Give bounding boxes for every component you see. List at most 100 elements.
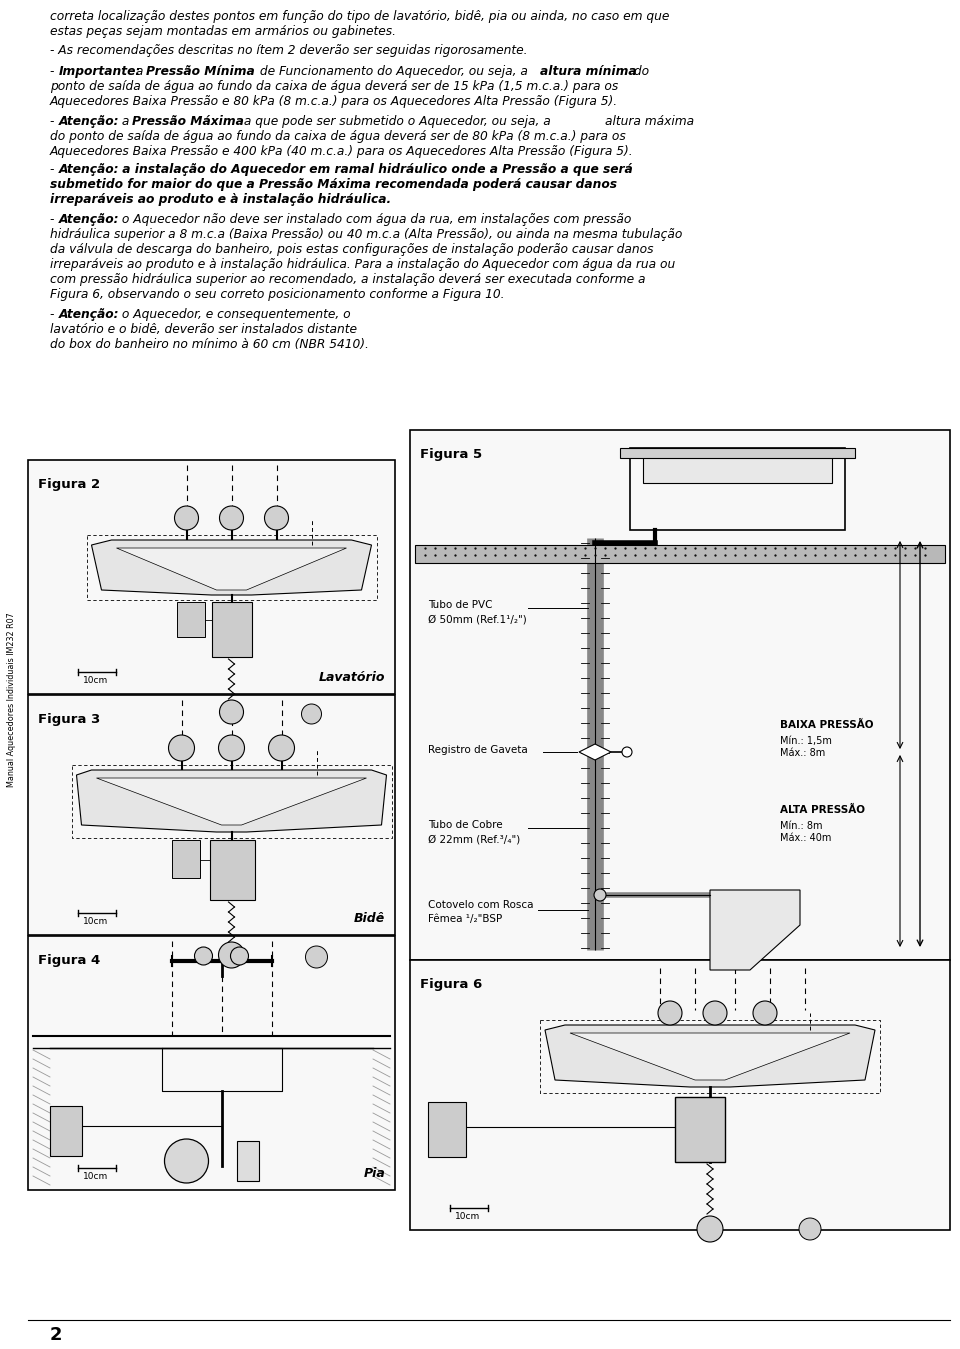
Text: irreparáveis ao produto e à instalação hidráulica.: irreparáveis ao produto e à instalação h… — [50, 193, 391, 206]
Text: irreparáveis ao produto e à instalação hidráulica. Para a instalação do Aquecedo: irreparáveis ao produto e à instalação h… — [50, 258, 675, 271]
Polygon shape — [91, 540, 372, 595]
Polygon shape — [545, 1025, 875, 1087]
Circle shape — [594, 889, 606, 901]
Text: Máx.: 8m: Máx.: 8m — [780, 747, 826, 758]
Text: Pressão Máxima: Pressão Máxima — [132, 115, 244, 128]
Text: Tubo de PVC: Tubo de PVC — [428, 600, 492, 610]
Text: de Funcionamento do Aquecedor, ou seja, a: de Funcionamento do Aquecedor, ou seja, … — [256, 65, 532, 78]
Text: -: - — [50, 65, 59, 78]
Text: Aquecedores Baixa Pressão e 400 kPa (40 m.c.a.) para os Aquecedores Alta Pressão: Aquecedores Baixa Pressão e 400 kPa (40 … — [50, 144, 634, 158]
Text: Figura 4: Figura 4 — [38, 954, 100, 967]
Circle shape — [269, 735, 295, 761]
Text: Figura 2: Figura 2 — [38, 478, 100, 491]
Polygon shape — [570, 1033, 850, 1081]
Circle shape — [697, 1215, 723, 1242]
Circle shape — [195, 947, 212, 965]
Text: hidráulica superior a 8 m.c.a (Baixa Pressão) ou 40 m.c.a (Alta Pressão), ou ain: hidráulica superior a 8 m.c.a (Baixa Pre… — [50, 228, 683, 241]
Text: correta localização destes pontos em função do tipo de lavatório, bidê, pia ou a: correta localização destes pontos em fun… — [50, 9, 669, 23]
Text: -: - — [50, 213, 59, 227]
Text: Figura 5: Figura 5 — [420, 448, 482, 461]
Polygon shape — [579, 745, 611, 759]
Text: Importante:: Importante: — [59, 65, 141, 78]
Circle shape — [753, 1001, 777, 1025]
Bar — [415, 545, 945, 563]
Text: Manual Aquecedores Individuais IM232 R07: Manual Aquecedores Individuais IM232 R07 — [8, 612, 16, 788]
Text: Lavatório: Lavatório — [319, 670, 385, 684]
Text: altura máxima: altura máxima — [605, 115, 694, 128]
Text: ponto de saída de água ao fundo da caixa de água deverá ser de 15 kPa (1,5 m.c.a: ponto de saída de água ao fundo da caixa… — [50, 80, 618, 93]
Text: do box do banheiro no mínimo à 60 cm (NBR 5410).: do box do banheiro no mínimo à 60 cm (NB… — [50, 339, 369, 351]
Circle shape — [219, 735, 245, 761]
Text: Figura 6, observando o seu correto posicionamento conforme a Figura 10.: Figura 6, observando o seu correto posic… — [50, 287, 505, 301]
Text: -: - — [50, 115, 59, 128]
Bar — [643, 448, 832, 483]
Text: Atenção:: Atenção: — [59, 213, 119, 227]
Text: 10cm: 10cm — [455, 1211, 480, 1221]
Text: 2: 2 — [50, 1326, 62, 1344]
Bar — [410, 960, 950, 1230]
Text: Máx.: 40m: Máx.: 40m — [780, 832, 831, 843]
Circle shape — [799, 1218, 821, 1240]
Text: lavatório e o bidê, deverão ser instalados distante: lavatório e o bidê, deverão ser instalad… — [50, 322, 357, 336]
Bar — [410, 430, 950, 960]
Polygon shape — [116, 548, 347, 590]
Circle shape — [230, 947, 249, 965]
Text: Ø 22mm (Ref.³/₄"): Ø 22mm (Ref.³/₄") — [428, 834, 520, 844]
Polygon shape — [97, 778, 367, 826]
Bar — [211, 602, 252, 657]
Bar — [50, 1106, 82, 1156]
Text: Ø 50mm (Ref.1¹/₂"): Ø 50mm (Ref.1¹/₂") — [428, 614, 527, 625]
Text: a que pode ser submetido o Aquecedor, ou seja, a: a que pode ser submetido o Aquecedor, ou… — [240, 115, 555, 128]
Text: 10cm: 10cm — [83, 676, 108, 685]
Text: 10cm: 10cm — [83, 1172, 108, 1180]
Circle shape — [169, 735, 195, 761]
Circle shape — [219, 942, 245, 969]
Circle shape — [164, 1139, 208, 1183]
Circle shape — [658, 1001, 682, 1025]
Bar — [28, 936, 395, 1190]
Text: Cotovelo com Rosca: Cotovelo com Rosca — [428, 900, 534, 911]
Text: do: do — [630, 65, 649, 78]
Text: o Aquecedor não deve ser instalado com água da rua, em instalações com pressão: o Aquecedor não deve ser instalado com á… — [118, 213, 632, 227]
Circle shape — [220, 700, 244, 724]
Text: Atenção:: Atenção: — [59, 308, 119, 321]
Text: Aquecedores Baixa Pressão e 80 kPa (8 m.c.a.) para os Aquecedores Alta Pressão (: Aquecedores Baixa Pressão e 80 kPa (8 m.… — [50, 94, 618, 108]
Bar — [172, 840, 200, 878]
Text: o Aquecedor, e consequentemente, o: o Aquecedor, e consequentemente, o — [118, 308, 350, 321]
Circle shape — [703, 1001, 727, 1025]
Circle shape — [301, 704, 322, 724]
Text: Registro de Gaveta: Registro de Gaveta — [428, 745, 528, 755]
Bar — [28, 460, 395, 693]
Circle shape — [220, 506, 244, 530]
Text: BAIXA PRESSÃO: BAIXA PRESSÃO — [780, 720, 874, 730]
Circle shape — [175, 506, 199, 530]
Bar — [177, 602, 204, 637]
Text: a: a — [118, 115, 133, 128]
Bar — [236, 1141, 258, 1180]
Text: -: - — [50, 163, 59, 175]
Bar — [620, 448, 855, 459]
Bar — [630, 448, 845, 530]
Text: altura mínima: altura mínima — [540, 65, 636, 78]
Text: Pia: Pia — [363, 1167, 385, 1180]
Text: Figura 6: Figura 6 — [420, 978, 482, 992]
Text: da válvula de descarga do banheiro, pois estas configurações de instalação poder: da válvula de descarga do banheiro, pois… — [50, 243, 654, 256]
Text: a: a — [132, 65, 147, 78]
Text: com pressão hidráulica superior ao recomendado, a instalação deverá ser executad: com pressão hidráulica superior ao recom… — [50, 272, 645, 286]
Text: Fêmea ¹/₂"BSP: Fêmea ¹/₂"BSP — [428, 915, 502, 924]
Polygon shape — [77, 770, 387, 832]
Text: submetido for maior do que a Pressão Máxima recomendada poderá causar danos: submetido for maior do que a Pressão Máx… — [50, 178, 617, 192]
Text: Figura 3: Figura 3 — [38, 714, 100, 726]
Text: Mín.: 1,5m: Mín.: 1,5m — [780, 737, 832, 746]
Text: ALTA PRESSÃO: ALTA PRESSÃO — [780, 805, 865, 815]
Text: Atenção:: Atenção: — [59, 115, 119, 128]
Text: Tubo de Cobre: Tubo de Cobre — [428, 820, 503, 830]
Polygon shape — [710, 890, 800, 970]
Bar — [209, 840, 254, 900]
Circle shape — [265, 506, 289, 530]
Text: estas peças sejam montadas em armários ou gabinetes.: estas peças sejam montadas em armários o… — [50, 26, 396, 38]
Text: Bidê: Bidê — [353, 912, 385, 925]
Text: do ponto de saída de água ao fundo da caixa de água deverá ser de 80 kPa (8 m.c.: do ponto de saída de água ao fundo da ca… — [50, 130, 626, 143]
Text: Pressão Mínima: Pressão Mínima — [146, 65, 254, 78]
Text: Mín.: 8m: Mín.: 8m — [780, 822, 823, 831]
